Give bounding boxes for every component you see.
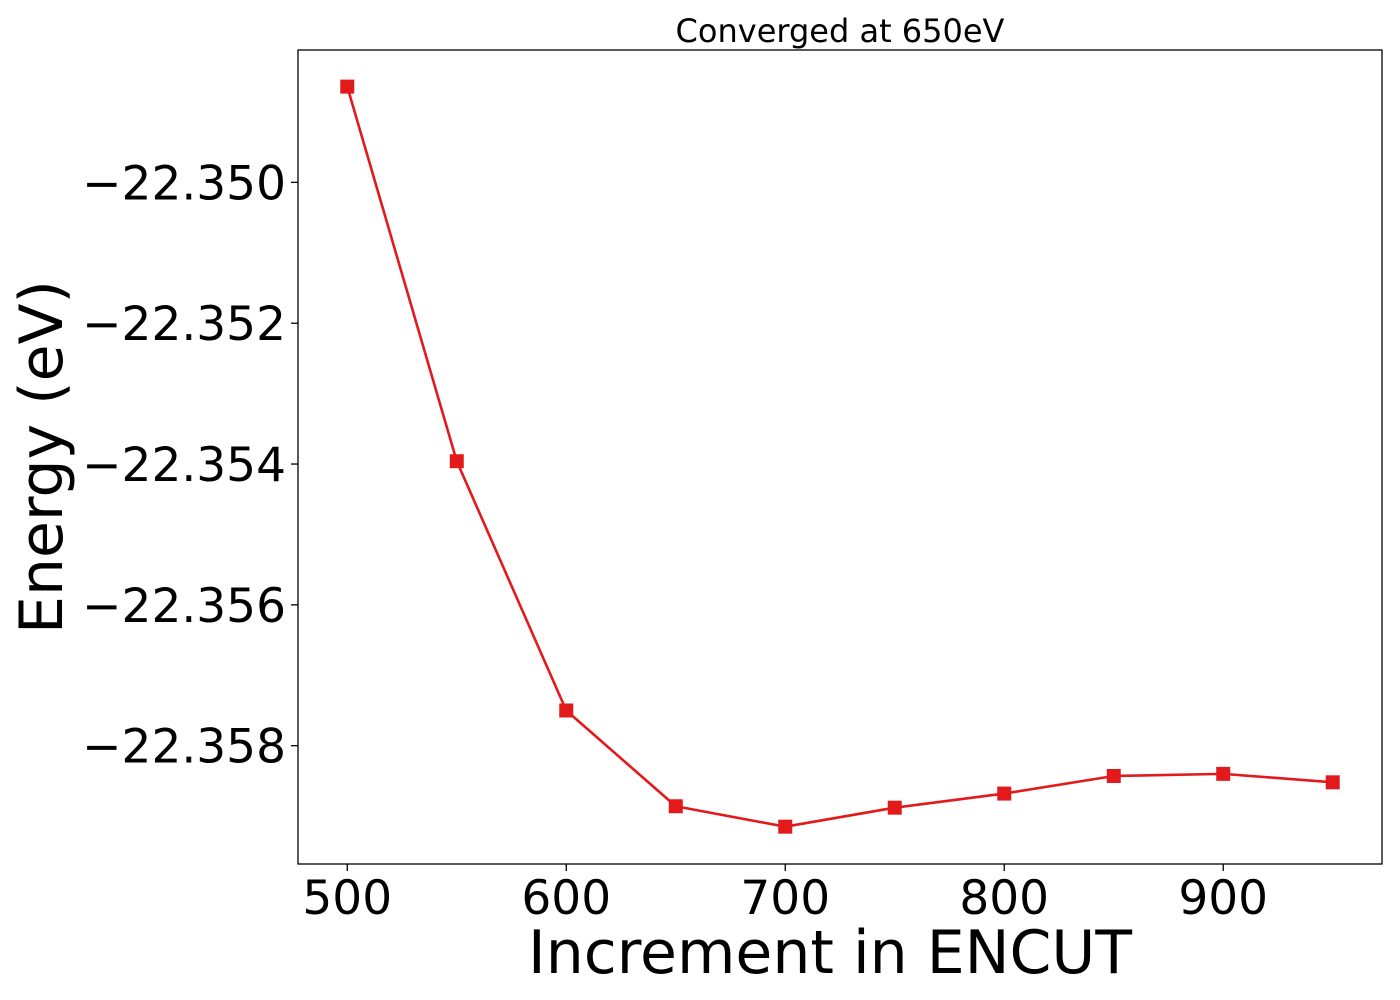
data-point-marker xyxy=(778,819,793,834)
y-tick-label: −22.352 xyxy=(82,297,286,352)
data-point-marker xyxy=(449,454,464,469)
data-point-marker xyxy=(340,79,355,94)
y-tick-label: −22.356 xyxy=(82,579,286,634)
y-axis: −22.350 −22.352 −22.354 −22.356 −22.358 xyxy=(82,156,298,775)
y-tick-label: −22.350 xyxy=(82,156,286,211)
x-tick-label: 800 xyxy=(959,871,1049,926)
x-tick-label: 600 xyxy=(521,871,611,926)
data-point-marker xyxy=(887,800,902,815)
data-point-marker xyxy=(1325,775,1340,790)
y-axis-label: Energy (eV) xyxy=(7,280,77,634)
series-layer xyxy=(340,79,1340,834)
chart-title: Converged at 650eV xyxy=(676,12,1005,50)
x-tick-label: 700 xyxy=(740,871,830,926)
x-axis-label: Increment in ENCUT xyxy=(528,918,1132,988)
data-point-marker xyxy=(559,703,574,718)
y-tick-label: −22.358 xyxy=(82,720,286,775)
x-tick-label: 500 xyxy=(302,871,392,926)
data-point-marker xyxy=(997,786,1012,801)
x-tick-label: 900 xyxy=(1178,871,1268,926)
x-axis: 500 600 700 800 900 xyxy=(302,864,1268,926)
data-point-marker xyxy=(1216,766,1231,781)
data-point-marker xyxy=(1106,768,1121,783)
plot-frame xyxy=(297,49,1383,865)
data-point-marker xyxy=(668,799,683,814)
y-tick-label: −22.354 xyxy=(82,438,286,493)
series-line xyxy=(346,86,1333,828)
